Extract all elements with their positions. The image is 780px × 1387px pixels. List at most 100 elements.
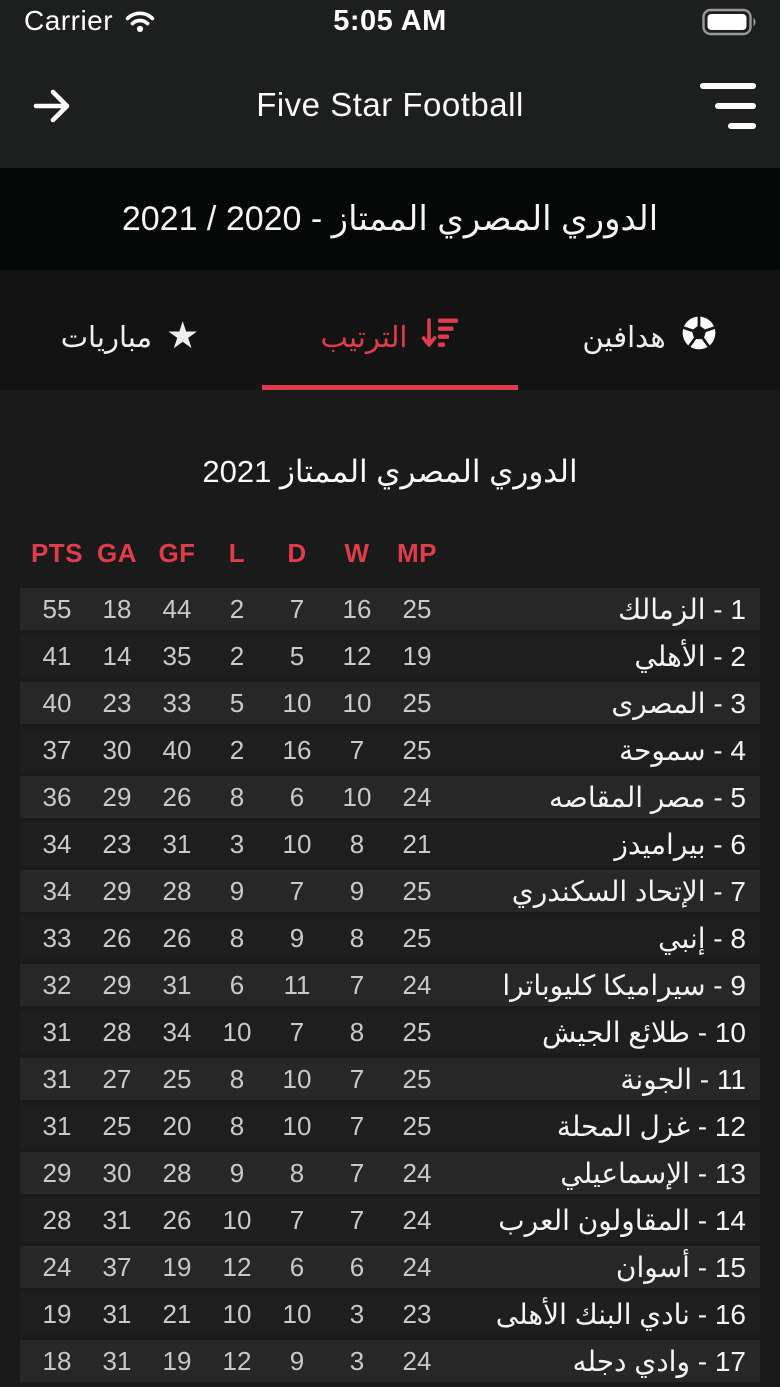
pts-cell: 37 bbox=[42, 734, 72, 765]
menu-filter-button[interactable] bbox=[698, 76, 756, 136]
l-cell: 5 bbox=[229, 687, 245, 718]
ga-cell: 23 bbox=[102, 828, 132, 859]
d-cell: 9 bbox=[289, 1345, 305, 1376]
table-row[interactable]: 33 26 26 8 9 8 25 8 - إنبي bbox=[20, 917, 760, 959]
header-ga: GA bbox=[97, 537, 137, 568]
header-l: L bbox=[228, 537, 246, 568]
pts-cell: 31 bbox=[42, 1063, 72, 1094]
w-cell: 6 bbox=[349, 1251, 365, 1282]
table-row[interactable]: 40 23 33 5 10 10 25 3 - المصرى bbox=[20, 682, 760, 724]
table-row[interactable]: 24 37 19 12 6 6 24 15 - أسوان bbox=[20, 1246, 760, 1288]
mp-cell: 25 bbox=[402, 1110, 432, 1141]
table-title: الدوري المصري الممتاز 2021 bbox=[202, 454, 578, 489]
team-name: 16 - نادي البنك الأهلى bbox=[495, 1298, 746, 1330]
table-row[interactable]: 18 31 19 12 9 3 24 17 - وادي دجله bbox=[20, 1340, 760, 1382]
d-cell: 10 bbox=[282, 1063, 312, 1094]
table-row[interactable]: 55 18 44 2 7 16 25 1 - الزمالك bbox=[20, 588, 760, 630]
d-cell: 16 bbox=[282, 734, 312, 765]
tab-matches[interactable]: ★ مباريات bbox=[0, 270, 260, 390]
l-cell: 10 bbox=[222, 1204, 252, 1235]
wifi-icon bbox=[123, 8, 157, 39]
team-name: 11 - الجونة bbox=[620, 1063, 746, 1095]
d-cell: 9 bbox=[289, 922, 305, 953]
table-row[interactable]: 34 23 31 3 10 8 21 6 - بيراميدز bbox=[20, 823, 760, 865]
pts-cell: 41 bbox=[42, 640, 72, 671]
gf-cell: 28 bbox=[162, 1157, 192, 1188]
mp-cell: 24 bbox=[402, 969, 432, 1000]
table-row[interactable]: 19 31 21 10 10 3 23 16 - نادي البنك الأهلى bbox=[20, 1293, 760, 1335]
ga-cell: 31 bbox=[102, 1204, 132, 1235]
l-cell: 2 bbox=[229, 593, 245, 624]
soccer-ball-icon bbox=[680, 314, 718, 360]
mp-cell: 19 bbox=[402, 640, 432, 671]
l-cell: 10 bbox=[222, 1298, 252, 1329]
d-cell: 7 bbox=[289, 875, 305, 906]
table-row[interactable]: 31 27 25 8 10 7 25 11 - الجونة bbox=[20, 1058, 760, 1100]
ga-cell: 25 bbox=[102, 1110, 132, 1141]
table-row[interactable]: 32 29 31 6 11 7 24 9 - سيراميكا كليوباترا bbox=[20, 964, 760, 1006]
team-name: 14 - المقاولون العرب bbox=[498, 1204, 746, 1236]
ga-cell: 26 bbox=[102, 922, 132, 953]
l-cell: 12 bbox=[222, 1251, 252, 1282]
table-row[interactable]: 29 30 28 9 8 7 24 13 - الإسماعيلي bbox=[20, 1152, 760, 1194]
standings-panel: الدوري المصري الممتاز 2021 PTS GA GF L D… bbox=[0, 390, 780, 1387]
table-row[interactable]: 28 31 26 10 7 7 24 14 - المقاولون العرب bbox=[20, 1199, 760, 1241]
table-row[interactable]: 37 30 40 2 16 7 25 4 - سموحة bbox=[20, 729, 760, 771]
mp-cell: 25 bbox=[402, 1063, 432, 1094]
mp-cell: 25 bbox=[402, 687, 432, 718]
pts-cell: 29 bbox=[42, 1157, 72, 1188]
team-name: 2 - الأهلي bbox=[634, 640, 746, 672]
tab-label: هدافين bbox=[582, 321, 666, 354]
back-arrow-button[interactable] bbox=[26, 80, 78, 132]
tab-standings[interactable]: الترتيب bbox=[260, 270, 520, 390]
league-banner: الدوري المصري الممتاز - 2020 / 2021 bbox=[0, 168, 780, 270]
table-row[interactable]: 31 28 34 10 7 8 25 10 - طلائع الجيش bbox=[20, 1011, 760, 1053]
w-cell: 8 bbox=[349, 828, 365, 859]
pts-cell: 28 bbox=[42, 1204, 72, 1235]
gf-cell: 33 bbox=[162, 687, 192, 718]
table-row[interactable]: 34 29 28 9 7 9 25 7 - الإتحاد السكندري bbox=[20, 870, 760, 912]
pts-cell: 32 bbox=[42, 969, 72, 1000]
tab-bar: هدافين الترتيب bbox=[0, 270, 780, 390]
w-cell: 10 bbox=[342, 687, 372, 718]
mp-cell: 25 bbox=[402, 922, 432, 953]
pts-cell: 34 bbox=[42, 828, 72, 859]
ga-cell: 29 bbox=[102, 875, 132, 906]
d-cell: 10 bbox=[282, 1298, 312, 1329]
gf-cell: 19 bbox=[162, 1345, 192, 1376]
pts-cell: 36 bbox=[42, 781, 72, 812]
team-name: 5 - مصر المقاصه bbox=[549, 781, 746, 813]
gf-cell: 26 bbox=[162, 1204, 192, 1235]
team-name: 9 - سيراميكا كليوباترا bbox=[502, 969, 746, 1001]
tab-label: مباريات bbox=[60, 321, 153, 354]
mp-cell: 24 bbox=[402, 1204, 432, 1235]
table-row[interactable]: 36 29 26 8 6 10 24 5 - مصر المقاصه bbox=[20, 776, 760, 818]
pts-cell: 31 bbox=[42, 1110, 72, 1141]
gf-cell: 20 bbox=[162, 1110, 192, 1141]
pts-cell: 31 bbox=[42, 1016, 72, 1047]
w-cell: 16 bbox=[342, 593, 372, 624]
tab-top-scorers[interactable]: هدافين bbox=[520, 270, 780, 390]
ga-cell: 18 bbox=[102, 593, 132, 624]
table-row[interactable]: 31 25 20 8 10 7 25 12 - غزل المحلة bbox=[20, 1105, 760, 1147]
mp-cell: 24 bbox=[402, 1251, 432, 1282]
w-cell: 3 bbox=[349, 1345, 365, 1376]
w-cell: 12 bbox=[342, 640, 372, 671]
status-bar: Carrier 5:05 AM bbox=[0, 0, 780, 42]
mp-cell: 24 bbox=[402, 781, 432, 812]
ga-cell: 37 bbox=[102, 1251, 132, 1282]
ga-cell: 31 bbox=[102, 1345, 132, 1376]
table-row[interactable]: 41 14 35 2 5 12 19 2 - الأهلي bbox=[20, 635, 760, 677]
w-cell: 7 bbox=[349, 1157, 365, 1188]
gf-cell: 35 bbox=[162, 640, 192, 671]
l-cell: 2 bbox=[229, 734, 245, 765]
d-cell: 6 bbox=[289, 781, 305, 812]
d-cell: 10 bbox=[282, 687, 312, 718]
gf-cell: 44 bbox=[162, 593, 192, 624]
ga-cell: 31 bbox=[102, 1298, 132, 1329]
d-cell: 7 bbox=[289, 1204, 305, 1235]
d-cell: 10 bbox=[282, 1110, 312, 1141]
gf-cell: 21 bbox=[162, 1298, 192, 1329]
header-gf: GF bbox=[158, 537, 196, 568]
l-cell: 6 bbox=[229, 969, 245, 1000]
